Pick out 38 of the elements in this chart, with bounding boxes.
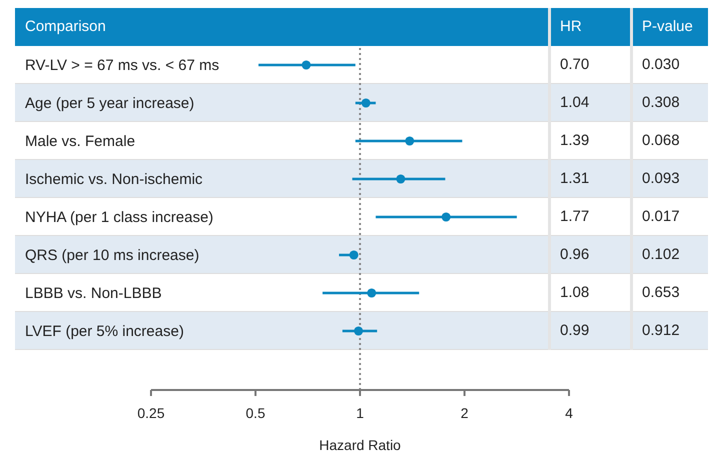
y-tick-label: LVEF (per 5% increase) (25, 323, 184, 340)
annotation: 0.99 (559, 321, 590, 341)
point (405, 136, 414, 146)
y-tick-label: Ischemic vs. Non-ischemic (25, 171, 204, 188)
x-tick-label: 0.25 (137, 404, 165, 421)
annotation: 1.39 (559, 131, 590, 151)
x-tick-label: 0.5 (246, 404, 266, 421)
text: 0.653 (641, 283, 681, 303)
text: 0.912 (641, 321, 681, 341)
x-axis-title: Hazard Ratio (319, 437, 402, 453)
y-tick-label: NYHA (per 1 class increase) (25, 209, 214, 226)
point (354, 326, 363, 336)
annotation: 1.04 (559, 93, 590, 113)
text: 0.017 (641, 207, 681, 227)
point (396, 174, 406, 184)
text: 0.068 (641, 131, 681, 151)
x-tick-label: 1 (356, 404, 364, 421)
text: 0.102 (641, 245, 681, 265)
point (361, 98, 370, 108)
text: 0.030 (641, 55, 681, 75)
text: 0.308 (641, 93, 681, 113)
text: P-value (641, 17, 694, 37)
y-tick-label: Age (per 5 year increase) (25, 95, 194, 112)
annotation: 1.08 (559, 283, 590, 303)
text: HR (559, 17, 583, 37)
text: 0.093 (641, 169, 681, 189)
y-tick-label: LBBB vs. Non-LBBB (25, 285, 162, 302)
y-axis-title: Comparison (24, 17, 107, 37)
x-tick-label: 4 (565, 404, 574, 421)
annotation: 0.96 (559, 245, 590, 265)
annotation: 0.70 (559, 55, 590, 75)
point (349, 250, 358, 260)
x-tick-label: 2 (460, 404, 469, 421)
y-tick-label: RV-LV > = 67 ms vs. < 67 ms (25, 57, 220, 74)
annotation: 1.77 (559, 207, 590, 227)
annotation: 1.31 (559, 169, 590, 189)
y-tick-label: Male vs. Female (25, 133, 136, 150)
y-tick-label: QRS (per 10 ms increase) (25, 247, 200, 264)
